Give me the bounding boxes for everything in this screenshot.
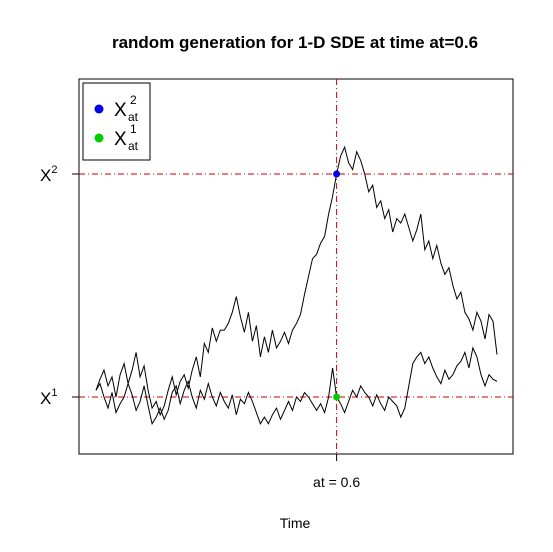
- point-x1-at: [333, 393, 341, 401]
- point-x2-at: [333, 170, 341, 178]
- legend-sub-1: at: [128, 110, 139, 124]
- series-path-1: [95, 145, 498, 417]
- series-paths: [95, 145, 498, 426]
- legend-sub-2: at: [128, 139, 139, 153]
- y-ticks: X2 X1: [40, 164, 79, 408]
- x-axis-label: Time: [280, 515, 311, 531]
- legend-label-2: X: [114, 129, 127, 150]
- y-tick-label-1: X2: [40, 164, 57, 185]
- legend-box: [82, 82, 151, 161]
- legend-label-1: X: [114, 100, 127, 121]
- x-tick-label: at = 0.6: [313, 474, 360, 490]
- legend-sup-2: 1: [130, 122, 137, 136]
- legend-marker-2: [94, 133, 104, 143]
- chart-title: random generation for 1-D SDE at time at…: [112, 33, 478, 52]
- series-path-2: [95, 346, 498, 426]
- plot-frame: [78, 78, 514, 455]
- y-tick-label-2: X1: [40, 387, 57, 408]
- highlight-points: [333, 170, 341, 401]
- legend-marker-1: [94, 104, 104, 114]
- axes: at = 0.6 Time: [280, 454, 360, 531]
- legend-sup-1: 2: [130, 93, 137, 107]
